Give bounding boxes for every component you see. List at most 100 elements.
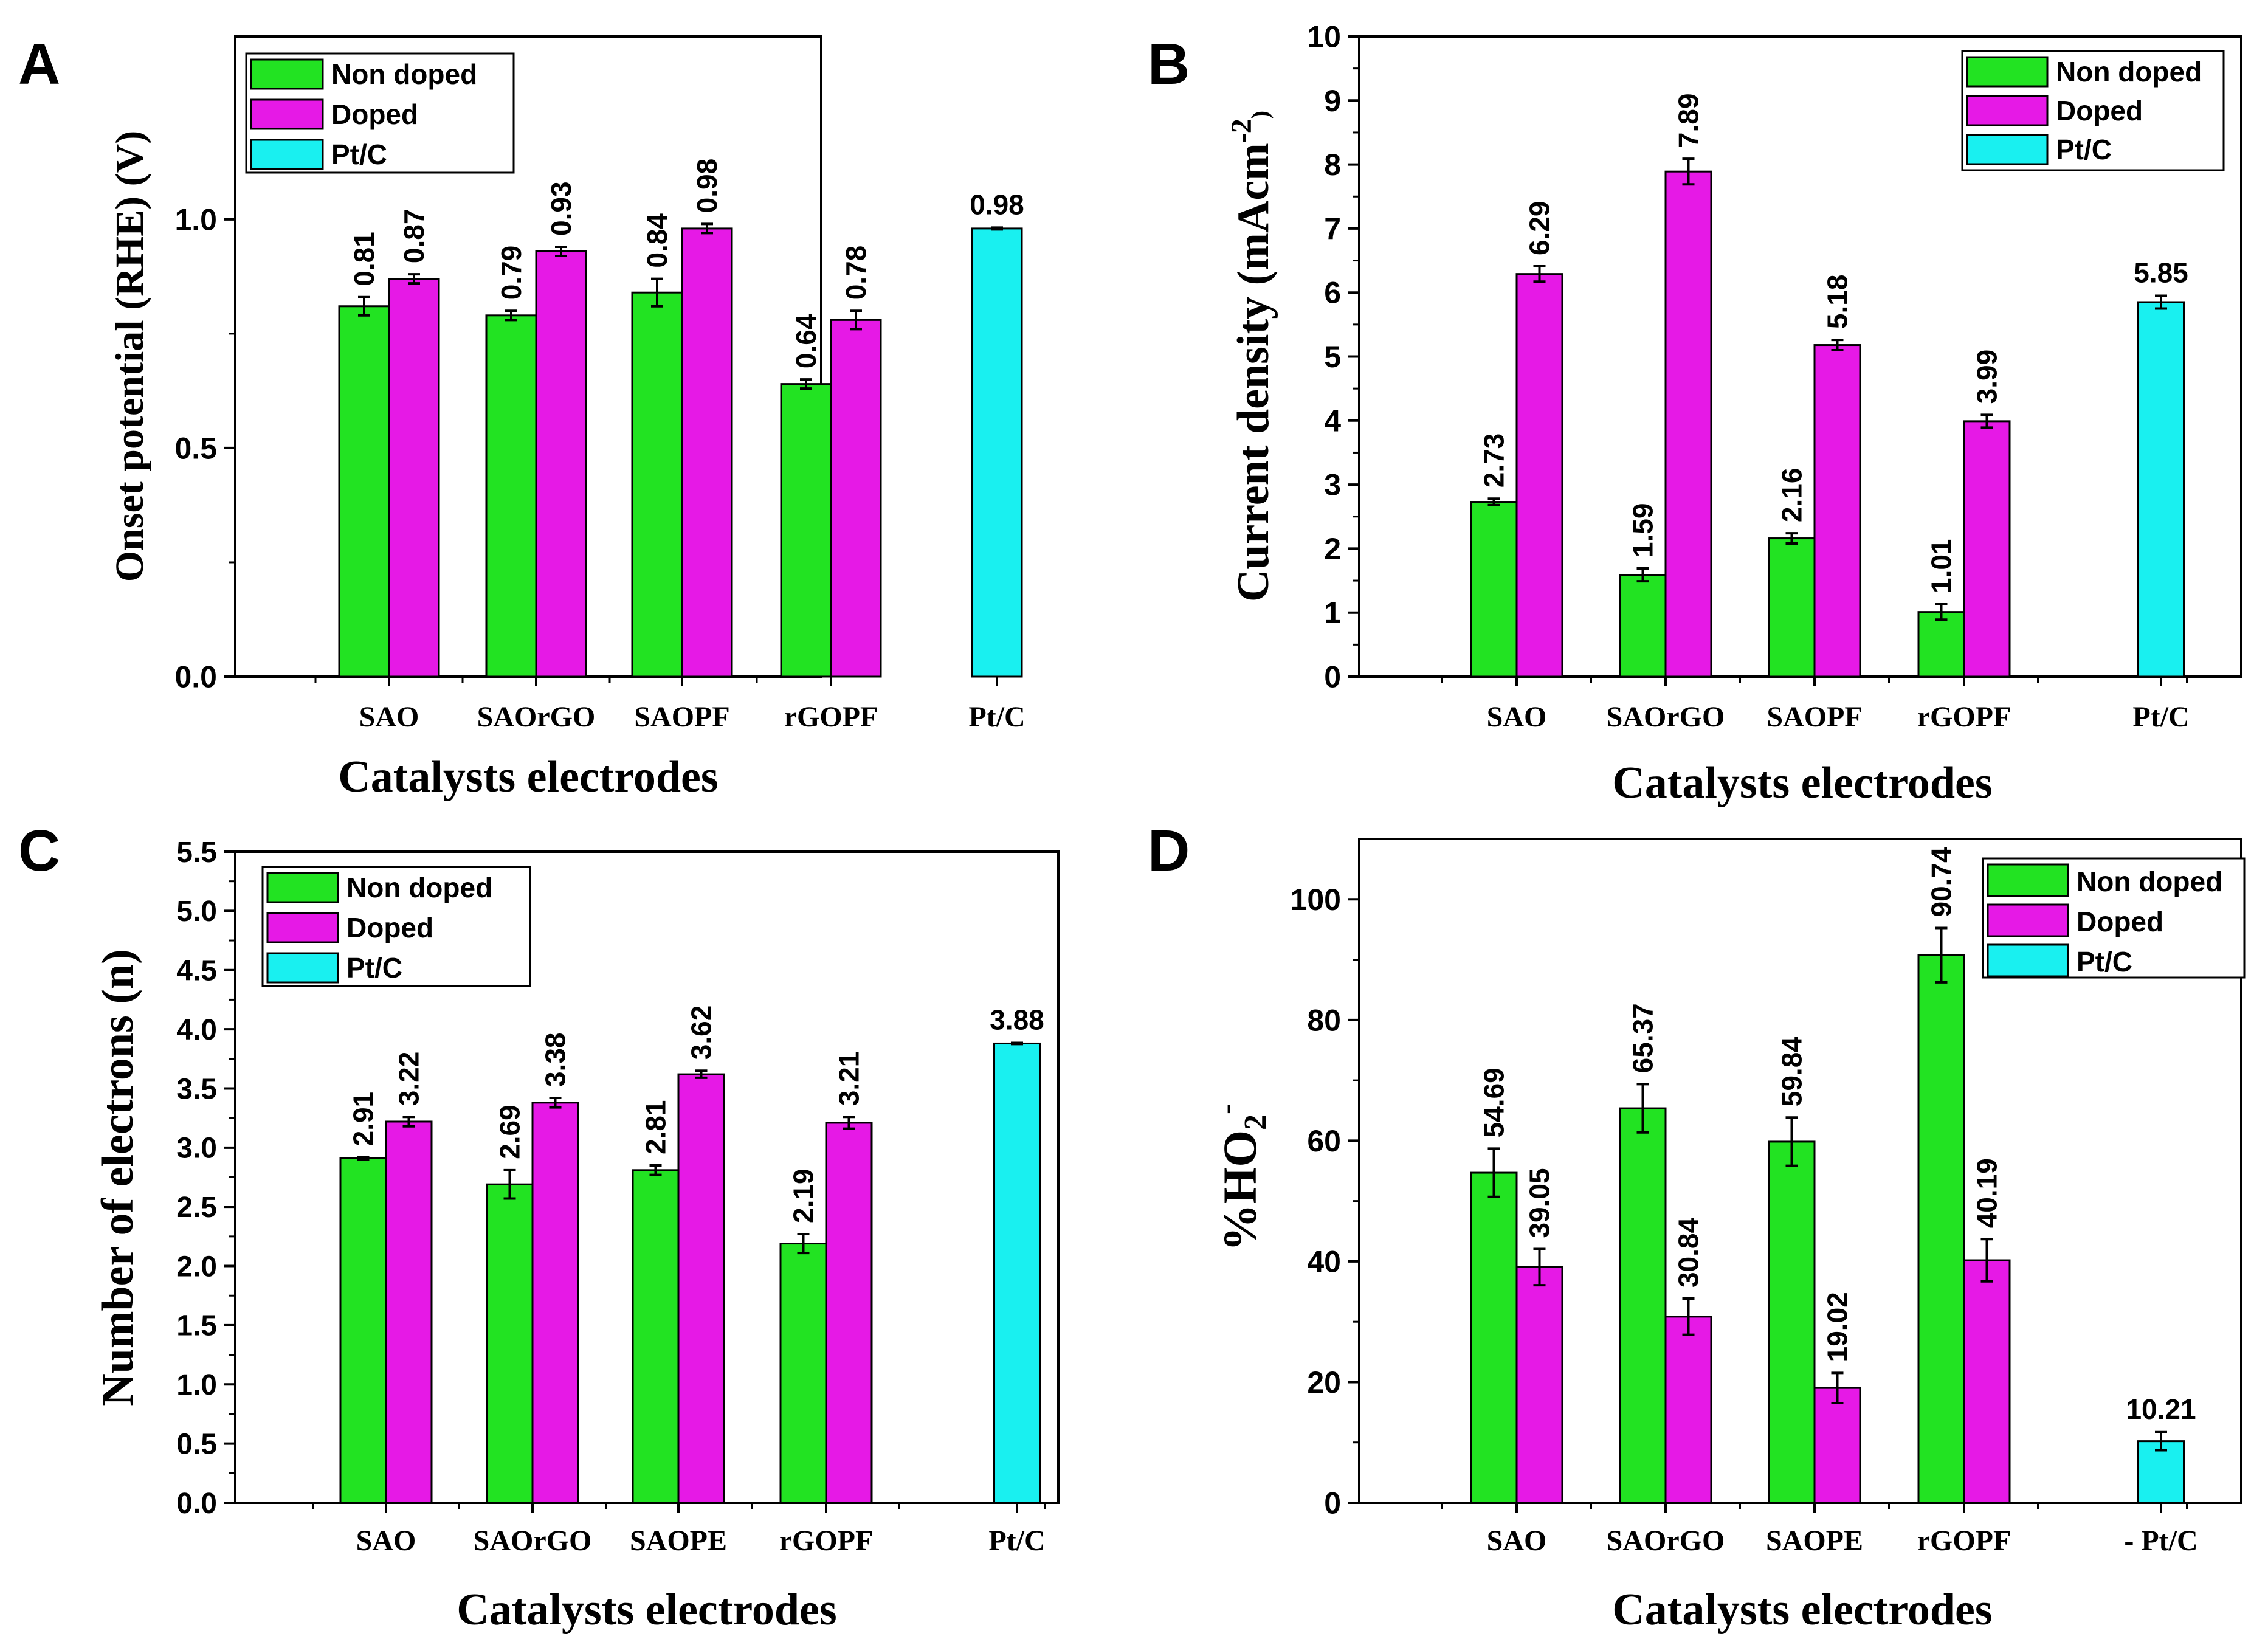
- panel-d-category-label: SAO: [1487, 1525, 1547, 1557]
- panel-a-bar-doped: [535, 250, 587, 678]
- panel-b-category-label: SAO: [1487, 701, 1547, 733]
- panel-a-bar-non-doped: [485, 314, 537, 678]
- panel-b-ytick-label: 3: [1324, 468, 1341, 502]
- panel-a-legend-swatch-doped: [250, 98, 324, 130]
- panel-c-value-label: 2.81: [640, 1100, 672, 1154]
- panel-a-legend-label-non-doped: Non doped: [331, 58, 477, 90]
- panel-c-category-label: Pt/C: [988, 1525, 1045, 1557]
- panel-a-category-label: SAO: [359, 701, 419, 733]
- panel-d-ylabel: %HO2-: [1209, 1104, 1273, 1252]
- panel-b-value-label: 2.73: [1478, 433, 1510, 488]
- panel-d-bar-doped: [1664, 1316, 1712, 1504]
- panel-a-ytick-label: 0.0: [174, 660, 217, 694]
- panel-d-bar-doped: [1963, 1259, 2011, 1504]
- panel-c-value-label: 2.91: [348, 1092, 379, 1147]
- panel-d-letter: D: [1148, 818, 1190, 883]
- panel-b-legend-swatch-ptc: [1966, 134, 2049, 165]
- panel-c-ytick-label: 3.0: [176, 1133, 217, 1165]
- panel-a-value-label: 0.84: [641, 213, 673, 268]
- panel-a-value-label: 0.93: [545, 181, 577, 236]
- panel-c-ytick-label: 4.0: [176, 1014, 217, 1046]
- panel-b-bar-non-doped: [1768, 537, 1816, 678]
- panel-d-value-label: 30.84: [1673, 1218, 1704, 1288]
- panel-c-bar-doped: [385, 1120, 433, 1504]
- panel-b-letter: B: [1148, 32, 1190, 97]
- panel-c-legend-swatch-ptc: [266, 952, 339, 984]
- panel-d-bar-non-doped: [1917, 954, 1965, 1504]
- panel-c-ytick-label: 1.5: [176, 1310, 217, 1342]
- panel-b-ylabel: Current density (mAcm-2): [1225, 111, 1278, 602]
- panel-a-letter: A: [18, 32, 60, 97]
- panel-c-legend-label-non-doped: Non doped: [346, 872, 492, 903]
- panel-d-ytick-label: 80: [1307, 1003, 1341, 1037]
- panel-b-value-label: 2.16: [1776, 468, 1808, 523]
- panel-a-xlabel: Catalysts electrodes: [338, 752, 718, 802]
- panel-c-bar-doped: [531, 1102, 579, 1504]
- panel-a-bar-non-doped: [631, 291, 683, 678]
- panel-d-plot: 0 20 40 60 80 100 SAO SAOrGO SAOPE rGOPF - Pt/C 54.…: [1291, 847, 2246, 1557]
- panel-a-value-label: 0.81: [348, 232, 380, 286]
- panel-c-category-label: rGOPF: [779, 1525, 874, 1557]
- panel-c-ytick-label: 2.0: [176, 1250, 217, 1283]
- panel-d-value-label: 54.69: [1478, 1068, 1510, 1137]
- panel-a-bar-ptc: [971, 227, 1023, 678]
- panel-d: D 0 20 40 60 80 100 SAO SAOrGO SAOPE rGOPF - Pt/C 5…: [1148, 818, 2246, 1635]
- panel-d-category-label: SAOrGO: [1607, 1525, 1725, 1557]
- panel-c-plot: 0.0 0.5 1.0 1.5 2.0 2.5 3.0 3.5 4.0 4.5 5.0 5.5 SAO S…: [176, 837, 1046, 1557]
- panel-b-value-label: 6.29: [1524, 201, 1556, 255]
- panel-c-legend-label-ptc: Pt/C: [346, 952, 402, 984]
- panel-a-value-label: 0.98: [691, 159, 723, 213]
- panel-c-ytick-label: 2.5: [176, 1192, 217, 1224]
- panel-a-legend-swatch-ptc: [250, 139, 324, 170]
- panel-b-legend-label-doped: Doped: [2056, 95, 2143, 126]
- panel-d-value-label: 59.84: [1776, 1037, 1808, 1107]
- panel-a-category-label: rGOPF: [784, 701, 878, 733]
- panel-c-value-label: 2.19: [788, 1168, 819, 1223]
- panel-c-category-label: SAO: [356, 1525, 416, 1557]
- panel-b-legend-swatch-non-doped: [1966, 56, 2049, 88]
- panel-c-legend-label-doped: Doped: [346, 912, 433, 943]
- panel-a-plot: 0.0 0.5 1.0 SAO SAOrGO SAOPF rGOPF Pt/C 0.81 0.79…: [174, 52, 1025, 733]
- panel-d-category-label: rGOPF: [1917, 1525, 2011, 1557]
- panel-d-bar-doped: [1813, 1387, 1861, 1504]
- panel-c-value-label: 3.22: [393, 1052, 425, 1106]
- panel-b-bar-non-doped: [1470, 501, 1518, 678]
- panel-b-ytick-label: 0: [1324, 660, 1341, 694]
- panel-b-value-label: 1.01: [1926, 539, 1957, 593]
- panel-d-bar-non-doped: [1470, 1171, 1518, 1504]
- panel-d-value-label: 39.05: [1524, 1168, 1556, 1238]
- panel-a-bar-doped: [830, 319, 882, 678]
- panel-d-value-label: 65.37: [1627, 1003, 1659, 1073]
- panel-d-value-label: 10.21: [2126, 1393, 2196, 1425]
- panel-d-value-label: 90.74: [1926, 847, 1957, 917]
- panel-b-category-label: rGOPF: [1917, 701, 2011, 733]
- panel-c-ytick-label: 5.0: [176, 895, 217, 928]
- panel-a-value-label: 0.78: [840, 246, 872, 300]
- panel-c-category-label: SAOPE: [630, 1525, 727, 1557]
- panel-d-ytick-label: 100: [1291, 883, 1341, 917]
- panel-d-bar-non-doped: [1619, 1107, 1667, 1504]
- panel-c-bar-doped: [677, 1073, 725, 1504]
- panel-b-bar-doped: [1963, 420, 2011, 678]
- panel-b-xlabel: Catalysts electrodes: [1612, 758, 1992, 808]
- panel-c-xlabel: Catalysts electrodes: [457, 1585, 836, 1635]
- panel-c-value-label: 3.62: [686, 1006, 717, 1060]
- panel-a-category-label: SAOrGO: [477, 701, 596, 733]
- panel-d-ytick-label: 40: [1307, 1244, 1341, 1278]
- panel-a-bar-doped: [681, 227, 733, 678]
- panel-d-ytick-label: 0: [1324, 1486, 1341, 1520]
- panel-d-legend-swatch-non-doped: [1987, 863, 2069, 897]
- panel-b-plot: 0 1 2 3 4 5 6 7 8 9 10 SAO SAOrGO SAOPF rGOPF Pt/C 2.73 1…: [1307, 20, 2225, 733]
- panel-a-ytick-label: 1.0: [174, 202, 217, 236]
- panel-c-ylabel: Number of electrons (n): [93, 949, 143, 1406]
- panel-c-legend-swatch-non-doped: [266, 872, 339, 903]
- panel-c-value-label: 2.69: [494, 1105, 526, 1159]
- panel-b-ytick-label: 9: [1324, 84, 1341, 118]
- panel-a-value-label: 0.98: [970, 188, 1024, 220]
- panel-c-value-label: 3.88: [990, 1004, 1044, 1035]
- panel-b-ytick-label: 1: [1324, 596, 1341, 630]
- panel-c-ytick-label: 0.0: [176, 1488, 217, 1520]
- panel-b-bar-non-doped: [1917, 611, 1965, 678]
- panel-c-bar-ptc: [993, 1042, 1041, 1504]
